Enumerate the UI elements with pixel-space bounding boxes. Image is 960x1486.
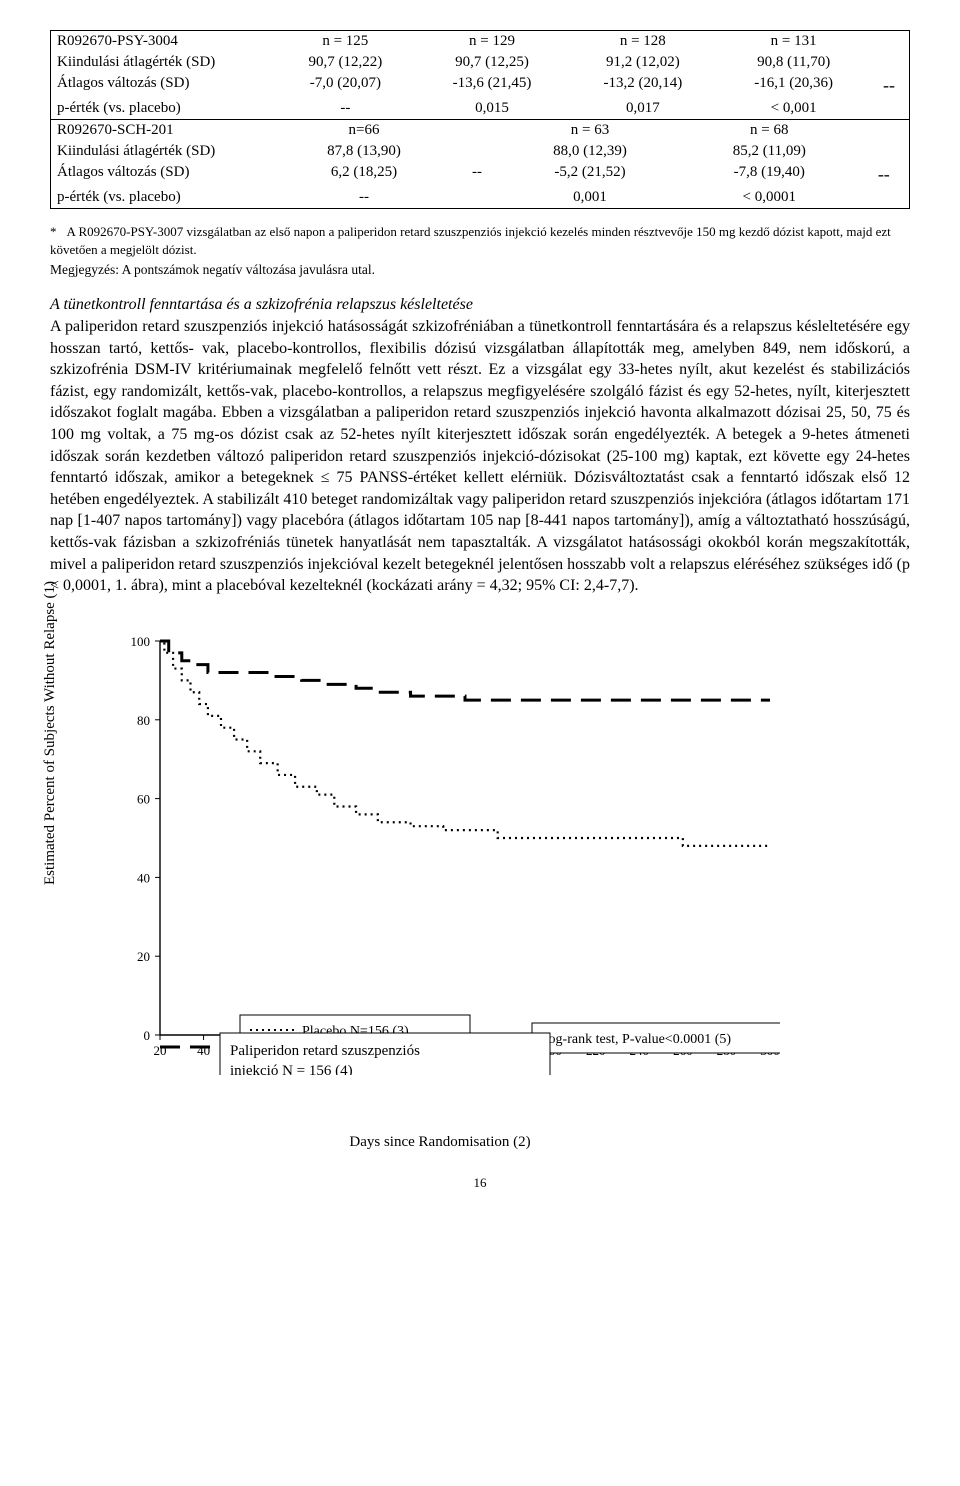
footnote-text: A R092670-PSY-3007 vizsgálatban az első … (50, 224, 891, 257)
chart-svg: 0204060801002040608010012014016018020022… (120, 635, 780, 1075)
table-note: Megjegyzés: A pontszámok negatív változá… (50, 262, 910, 278)
table-cell (869, 98, 909, 119)
table-cell (454, 141, 500, 162)
table-cell: Átlagos változás (SD) (51, 162, 274, 187)
table-cell: 85,2 (11,09) (680, 141, 859, 162)
table-cell: -- (859, 162, 909, 187)
table-cell: -- (274, 187, 454, 208)
y-axis-title: Estimated Percent of Subjects Without Re… (42, 581, 59, 885)
table-cell: 88,0 (12,39) (500, 141, 680, 162)
body-paragraph: A paliperidon retard szuszpenziós injekc… (50, 316, 910, 597)
table-cell: -5,2 (21,52) (500, 162, 680, 187)
table-row: Kiindulási átlagérték (SD)90,7 (12,22)90… (51, 52, 909, 73)
svg-text:80: 80 (137, 713, 150, 728)
svg-text:Paliperidon retard szuszpenzió: Paliperidon retard szuszpenziós (230, 1043, 420, 1059)
table-cell: Kiindulási átlagérték (SD) (51, 52, 274, 73)
table-row: p-érték (vs. placebo)-- 0,001< 0,0001 (51, 187, 909, 208)
table-cell: n = 125 (274, 31, 417, 52)
svg-text:injekció N = 156 (4): injekció N = 156 (4) (230, 1063, 353, 1075)
table-cell: n = 131 (718, 31, 869, 52)
table-cell: p-érték (vs. placebo) (51, 187, 274, 208)
table-footnote: * A R092670-PSY-3007 vizsgálatban az els… (50, 223, 910, 258)
page-number: 16 (50, 1175, 910, 1191)
x-axis-title: Days since Randomisation (2) (60, 1134, 820, 1151)
table-cell: 0,001 (500, 187, 680, 208)
svg-text:20: 20 (154, 1043, 167, 1058)
svg-text:60: 60 (137, 791, 150, 806)
table-cell: < 0,0001 (680, 187, 859, 208)
table-cell (869, 52, 909, 73)
table-cell (859, 187, 909, 208)
table-block-1: R092670-PSY-3004n = 125n = 129n = 128n =… (51, 31, 909, 119)
plot-area: 0204060801002040608010012014016018020022… (120, 635, 780, 1075)
table-cell: 0,015 (417, 98, 568, 119)
table-cell (859, 120, 909, 142)
results-table: R092670-PSY-3004n = 125n = 129n = 128n =… (50, 30, 910, 209)
table-cell: R092670-PSY-3004 (51, 31, 274, 52)
table-row: Átlagos változás (SD)-7,0 (20,07)-13,6 (… (51, 73, 909, 98)
table-cell: 90,8 (11,70) (718, 52, 869, 73)
svg-text:40: 40 (137, 870, 150, 885)
table-cell: p-érték (vs. placebo) (51, 98, 274, 119)
survival-chart: Estimated Percent of Subjects Without Re… (60, 625, 820, 1145)
table-cell: -16,1 (20,36) (718, 73, 869, 98)
footnote-star: * (50, 223, 64, 241)
svg-text:Log-rank test, P-value<0.0001: Log-rank test, P-value<0.0001 (5) (540, 1032, 731, 1047)
table-cell: n=66 (274, 120, 454, 142)
table-cell: n = 129 (417, 31, 568, 52)
table-cell: 87,8 (13,90) (274, 141, 454, 162)
table-cell: -- (274, 98, 417, 119)
table-cell: -7,8 (19,40) (680, 162, 859, 187)
svg-text:0: 0 (144, 1028, 151, 1043)
table-cell (454, 187, 500, 208)
table-cell: R092670-SCH-201 (51, 120, 274, 142)
table-cell: 91,2 (12,02) (567, 52, 718, 73)
table-cell (454, 120, 500, 142)
table-row: R092670-SCH-201n=66 n = 63n = 68 (51, 120, 909, 142)
table-cell (859, 141, 909, 162)
table-row: p-érték (vs. placebo)--0,0150,017< 0,001 (51, 98, 909, 119)
table-cell: n = 68 (680, 120, 859, 142)
table-cell: Átlagos változás (SD) (51, 73, 274, 98)
table-cell: 90,7 (12,22) (274, 52, 417, 73)
table-cell: -13,2 (20,14) (567, 73, 718, 98)
table-cell: n = 63 (500, 120, 680, 142)
section-title: A tünetkontroll fenntartása és a szkizof… (50, 296, 910, 314)
table-cell: Kiindulási átlagérték (SD) (51, 141, 274, 162)
table-cell: -- (454, 162, 500, 187)
table-row: Kiindulási átlagérték (SD)87,8 (13,90) 88… (51, 141, 909, 162)
table-cell: 90,7 (12,25) (417, 52, 568, 73)
svg-text:20: 20 (137, 949, 150, 964)
svg-text:40: 40 (197, 1043, 210, 1058)
table-row: Átlagos változás (SD)6,2 (18,25)---5,2 (… (51, 162, 909, 187)
table-cell: -7,0 (20,07) (274, 73, 417, 98)
table-cell (869, 31, 909, 52)
svg-text:100: 100 (131, 635, 151, 649)
table-cell: < 0,001 (718, 98, 869, 119)
table-cell: -- (869, 73, 909, 98)
table-cell: 6,2 (18,25) (274, 162, 454, 187)
table-cell: -13,6 (21,45) (417, 73, 568, 98)
table-block-2: R092670-SCH-201n=66n = 63n = 68Kiindulás… (51, 119, 909, 208)
table-row: R092670-PSY-3004n = 125n = 129n = 128n =… (51, 31, 909, 52)
table-cell: 0,017 (567, 98, 718, 119)
table-cell: n = 128 (567, 31, 718, 52)
